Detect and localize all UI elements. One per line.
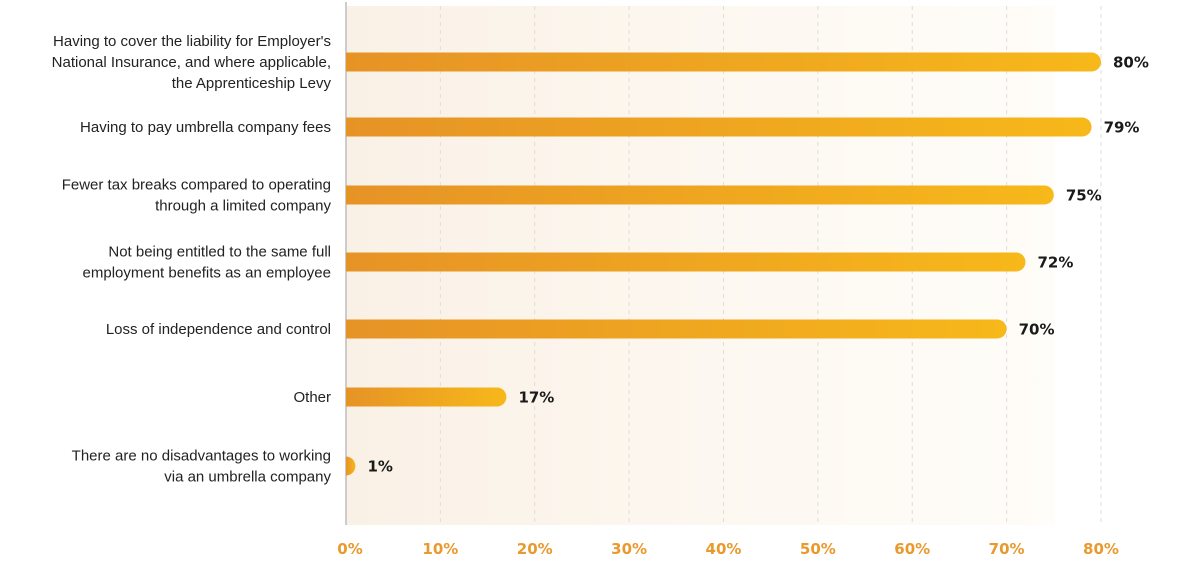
x-tick-label: 60% xyxy=(894,540,930,558)
data-label: 1% xyxy=(367,458,392,476)
category-label-line: Loss of independence and control xyxy=(106,321,331,338)
category-label-line: Fewer tax breaks compared to operating xyxy=(62,177,331,194)
x-tick-label: 80% xyxy=(1083,540,1119,558)
category-label: Fewer tax breaks compared to operating th… xyxy=(62,177,332,215)
category-label: Not being entitled to the same full emplo… xyxy=(83,244,331,282)
category-label-line: National Insurance, and where applicable… xyxy=(52,54,331,71)
bar xyxy=(346,117,1092,137)
category-label-line: Having to pay umbrella company fees xyxy=(80,119,331,136)
category-labels: Having to cover the liability for Employ… xyxy=(52,33,332,486)
bar xyxy=(345,456,356,476)
category-label: There are no disadvantages to working via… xyxy=(72,448,332,486)
category-label: Having to cover the liability for Employ… xyxy=(52,33,332,92)
bar xyxy=(346,319,1007,339)
category-label-line: There are no disadvantages to working xyxy=(72,448,331,465)
data-label: 79% xyxy=(1104,119,1140,137)
data-label: 72% xyxy=(1038,254,1074,272)
bars: 80% 79% 75% 72% 70% 17% 1% xyxy=(345,52,1149,476)
data-label: 80% xyxy=(1113,54,1149,72)
data-label: 70% xyxy=(1019,321,1055,339)
category-label-line: Not being entitled to the same full xyxy=(108,244,331,261)
x-tick-label: 20% xyxy=(517,540,553,558)
category-label: Other xyxy=(293,389,331,406)
category-label-line: employment benefits as an employee xyxy=(83,265,331,282)
bar xyxy=(346,252,1026,272)
x-tick-label: 30% xyxy=(611,540,647,558)
category-label: Having to pay umbrella company fees xyxy=(80,119,331,136)
data-label: 17% xyxy=(518,389,554,407)
x-tick-label: 70% xyxy=(989,540,1025,558)
category-label: Loss of independence and control xyxy=(106,321,331,338)
x-tick-label: 10% xyxy=(422,540,458,558)
category-label-line: via an umbrella company xyxy=(164,469,331,486)
x-tick-label: 50% xyxy=(800,540,836,558)
x-tick-label: 40% xyxy=(706,540,742,558)
bar xyxy=(346,52,1101,72)
category-label-line: the Apprenticeship Levy xyxy=(172,75,332,92)
category-label-line: through a limited company xyxy=(155,198,331,215)
data-label: 75% xyxy=(1066,187,1102,205)
x-tick-label: 0% xyxy=(337,540,362,558)
category-label-line: Other xyxy=(293,389,331,406)
bar xyxy=(346,185,1054,205)
bar xyxy=(346,387,507,407)
x-axis-ticks: 0% 10% 20% 30% 40% 50% 60% 70% 80% xyxy=(337,540,1119,558)
category-label-line: Having to cover the liability for Employ… xyxy=(53,33,331,50)
